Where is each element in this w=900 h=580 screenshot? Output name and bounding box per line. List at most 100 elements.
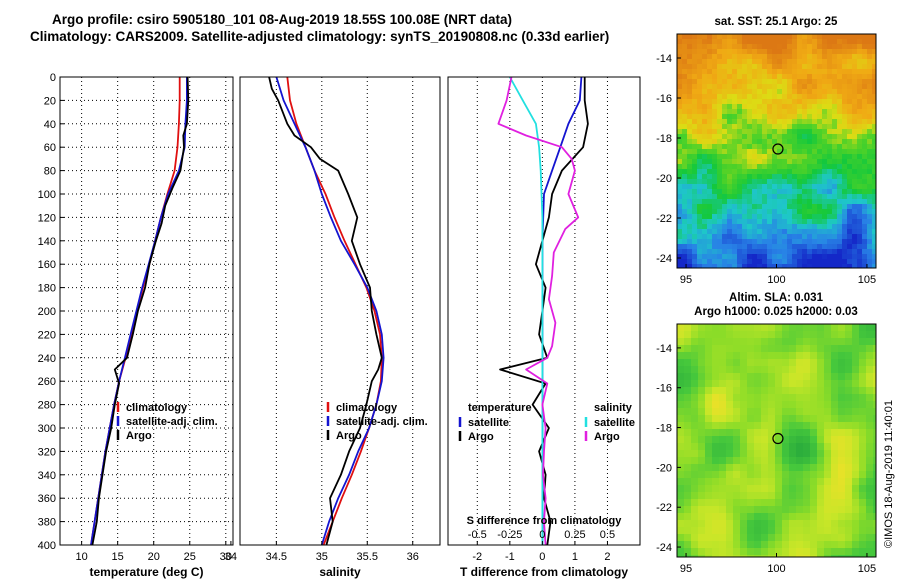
sst-map-cell [687,214,693,220]
sst-map-cell [847,219,853,225]
sst-map-cell [712,234,718,240]
sst-map-ytick-label: -20 [656,173,672,185]
sst-map-cell [792,49,798,55]
sst-map-cell [827,94,833,100]
sla-map-cell [803,457,811,465]
sst-map-cell [782,249,788,255]
sla-map-cell [796,422,804,430]
sla-map-cell [775,541,783,549]
sst-map-cell [792,234,798,240]
sla-map-cell [782,534,790,542]
sst-map-cell [867,34,873,40]
sla-map-cell [789,506,797,514]
sst-map-cell [742,149,748,155]
sst-map-cell [707,124,713,130]
sst-map-cell [847,259,853,265]
sst-map-cell [807,169,813,175]
sla-map-cell [866,408,874,416]
sst-map-cell [787,139,793,145]
sst-map-cell [707,39,713,45]
sst-map-cell [792,224,798,230]
sst-map-cell [807,189,813,195]
sst-map-cell [817,84,823,90]
sst-map-cell [737,39,743,45]
sst-map-cell [702,99,708,105]
sst-map-cell [757,174,763,180]
sla-map-cell [873,499,876,507]
sla-map-cell [817,408,825,416]
sst-map-cell [737,194,743,200]
sst-map-cell [692,44,698,50]
sst-map-cell [837,109,843,115]
sst-map-cell [737,99,743,105]
sla-map-cell [691,366,699,374]
sla-map-cell [775,415,783,423]
sla-map-cell [789,345,797,353]
sla-map-cell [740,373,748,381]
sst-map-cell [857,199,863,205]
salinity-legend-label: satellite-adj. clim. [336,416,428,428]
sst-map-cell [772,149,778,155]
sla-map-cell [705,457,713,465]
sla-map-cell [740,548,748,556]
sla-map-cell [873,422,876,430]
sst-map-cell [757,164,763,170]
sst-map-cell [682,219,688,225]
sla-map-cell [782,380,790,388]
sst-map-cell [842,204,848,210]
sst-map-cell [802,84,808,90]
sst-map-cell [817,184,823,190]
sst-map-cell [857,184,863,190]
sla-map-cell [831,408,839,416]
sst-map-cell [807,219,813,225]
sla-map-cell [775,324,783,332]
sla-map-cell [789,373,797,381]
sla-map-cell [677,352,685,360]
sst-map-cell [812,184,818,190]
sst-map-cell [697,49,703,55]
sst-map-cell [862,64,868,70]
sla-map-cell [719,394,727,402]
sla-map-cell [712,387,720,395]
sst-map-cell [792,119,798,125]
sst-map-cell [847,159,853,165]
sla-map-cell [775,499,783,507]
sst-map-cell [817,114,823,120]
sst-map-cell [857,64,863,70]
sst-map-cell [697,249,703,255]
sst-map-cell [757,99,763,105]
sla-map-cell [677,534,685,542]
sla-map-cell [796,394,804,402]
sla-map-cell [817,555,825,557]
sst-map-cell [692,199,698,205]
sst-map-cell [862,149,868,155]
sst-map-cell [837,189,843,195]
sst-map-cell [697,134,703,140]
sla-map-cell [754,359,762,367]
sla-map-cell [824,394,832,402]
sst-map-cell [687,169,693,175]
sst-map-cell [787,164,793,170]
sst-map-cell [837,144,843,150]
sst-map-cell [832,109,838,115]
sla-map-cell [740,415,748,423]
sst-map-cell [817,234,823,240]
sst-map-cell [857,264,863,268]
sst-map-cell [682,134,688,140]
sst-map-cell [852,49,858,55]
sla-map-cell [873,415,876,423]
temperature-series-argo [91,76,190,546]
sst-map-cell [842,194,848,200]
sst-map-cell [857,234,863,240]
sst-map-cell [747,164,753,170]
sla-map-cell [726,331,734,339]
sst-map-cell [852,169,858,175]
sst-map-cell [782,149,788,155]
sst-map-cell [767,224,773,230]
sst-map-cell [817,34,823,40]
sst-map-cell [687,259,693,265]
sla-map-cell [810,506,818,514]
sla-map-cell [803,478,811,486]
sst-map-cell [727,174,733,180]
sst-map-cell [697,229,703,235]
